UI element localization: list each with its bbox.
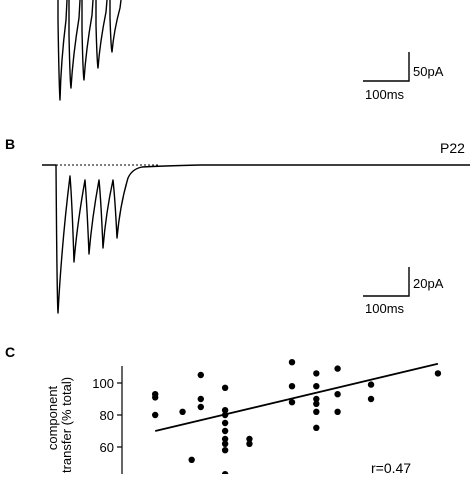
- scatter-point: [313, 424, 320, 431]
- panel-b: B P22 20pA 100ms: [5, 136, 470, 316]
- panel-b-scale-x-label: 100ms: [365, 301, 405, 316]
- scatter-point: [221, 384, 229, 391]
- scatter-point: [246, 440, 253, 447]
- scatter-point: [334, 365, 341, 372]
- panel-c-ylabel-line2: transfer (% total): [59, 377, 74, 473]
- scatter-point: [197, 395, 204, 403]
- panel-c-label: C: [5, 344, 15, 360]
- panel-b-trace: [42, 164, 470, 314]
- scatter-point: [313, 383, 320, 390]
- scatter-point: [288, 359, 296, 366]
- scatter-point: [334, 391, 341, 398]
- scatter-point: [221, 427, 229, 435]
- scatter-point: [367, 395, 375, 403]
- panel-b-scale-y-label: 20pA: [413, 276, 444, 291]
- scatter-point: [197, 403, 204, 411]
- panel-c: C component transfer (% total) 406080100…: [5, 344, 442, 479]
- panel-b-scale-bar: [363, 267, 410, 297]
- scatter-point: [188, 456, 195, 463]
- scatter-point: [179, 408, 186, 415]
- fit-line: [154, 362, 439, 432]
- panel-c-points: [152, 359, 442, 479]
- panel-c-ylabel-line1: component: [45, 385, 60, 450]
- scatter-point: [221, 419, 229, 427]
- scatter-point: [288, 383, 296, 390]
- scatter-point: [334, 408, 341, 415]
- scatter-point: [246, 435, 253, 443]
- scatter-point: [152, 394, 159, 401]
- scatter-point: [367, 381, 375, 388]
- scatter-point: [434, 370, 442, 377]
- scatter-point: [221, 447, 229, 454]
- panel-c-fit-line-group: [154, 362, 439, 432]
- panel-a-scale-bar: [363, 52, 410, 82]
- panel-a-scale-y-label: 50pA: [413, 64, 444, 79]
- y-tick-label: 100: [92, 376, 114, 391]
- scatter-point: [152, 411, 159, 419]
- y-tick-label: 80: [100, 408, 114, 423]
- scatter-point: [288, 399, 296, 406]
- scatter-point: [197, 371, 204, 379]
- panel-a-scale-x-label: 100ms: [365, 87, 405, 102]
- scatter-point: [313, 408, 320, 415]
- y-tick-label: 60: [100, 440, 114, 455]
- panel-c-y-ticks: 406080100: [92, 376, 122, 479]
- scatter-point: [313, 370, 320, 377]
- panel-a: 50pA 100ms: [57, 0, 444, 102]
- panel-b-age-label: P22: [440, 140, 465, 156]
- scatter-point: [221, 440, 229, 447]
- scatter-point: [221, 411, 229, 419]
- panel-a-trace: [57, 0, 122, 101]
- panel-b-label: B: [5, 136, 15, 152]
- scatter-point: [313, 395, 320, 403]
- scatter-point: [313, 400, 320, 407]
- scatter-point: [221, 435, 229, 443]
- panel-c-correlation-label: r=0.47: [371, 460, 411, 474]
- scatter-point: [221, 407, 229, 414]
